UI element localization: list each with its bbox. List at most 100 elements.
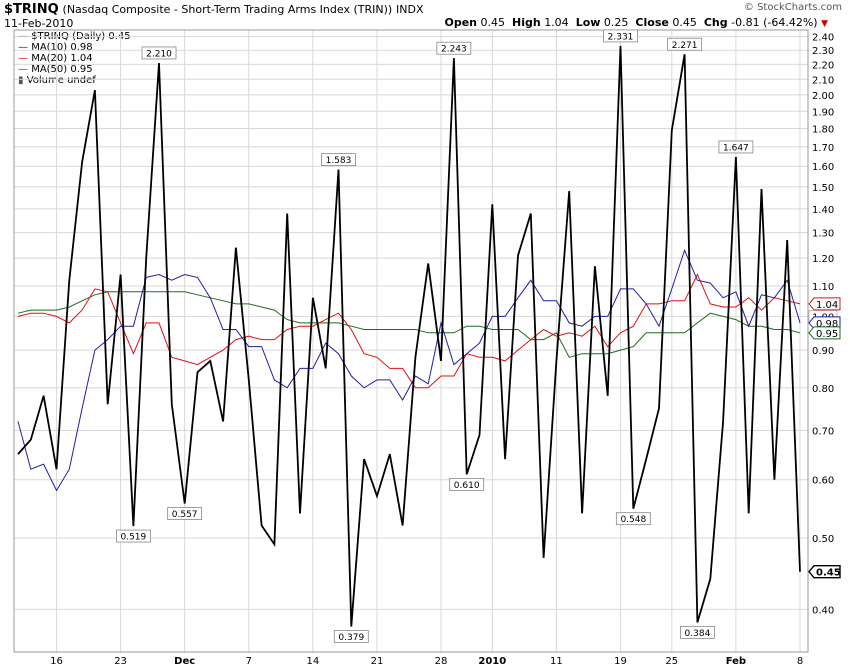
data-label: 0.379 [338,633,364,643]
legend-label: MA(20) 1.04 [31,53,93,64]
symbol-description: (Nasdaq Composite - Short-Term Trading A… [62,3,393,16]
data-label-box [615,512,651,526]
value-tag-label: 0.98 [816,319,838,330]
data-label-box [603,29,638,43]
ohlc-readout: Open 0.45 High 1.04 Low 0.25 Close 0.45 … [444,16,828,29]
last-value-tags: 1.001.040.980.950.45 [808,297,841,579]
legend-label: MA(10) 0.98 [31,42,93,53]
x-tick-label: 25 [665,656,678,667]
x-tick-label: 2010 [478,656,506,667]
legend-swatch-ma50: — [18,64,28,75]
x-tick-label: 11 [550,656,563,667]
plot-frame [13,29,809,653]
series-line-2 [17,273,801,389]
legend-swatch-ma10: — [18,42,28,53]
data-label-box [449,478,485,491]
value-tag-box [808,326,841,340]
legend-label: MA(50) 0.95 [31,64,93,75]
x-tick-label: 16 [50,656,63,667]
series-line-1 [17,248,801,492]
data-label: 1.583 [326,156,352,166]
grid [14,30,808,652]
chart-date: 11-Feb-2010 [4,17,74,30]
data-label-box [167,507,203,520]
x-tick-label: 8 [797,656,803,667]
high-label: High [512,16,541,29]
series-lines [17,45,801,627]
x-tick-label: 21 [371,656,384,667]
legend-item-ma10: — MA(10) 0.98 [18,42,131,53]
y-tick-label: 1.20 [812,254,834,265]
data-label-box [321,153,356,167]
value-tag-label: 1.04 [816,300,838,311]
legend-item-volume: ▮ Volume undef [18,75,131,86]
data-label-box [680,625,715,639]
high-value: 1.04 [544,16,569,29]
y-tick-label: 1.10 [812,282,834,293]
value-tag-box [808,297,841,311]
y-tick-label: 2.20 [812,60,834,71]
annotations: 0.519 2.210 0.557 1.583 0.379 2.243 0.610 2.331… [115,29,754,643]
open-value: 0.45 [480,16,506,29]
data-label-box [436,41,472,55]
legend-item-ma20: — MA(20) 1.04 [18,53,131,64]
data-label: 1.647 [723,143,749,153]
data-label: 0.557 [172,510,198,520]
y-tick-label: 1.30 [812,229,834,240]
x-tick-label: 14 [306,656,319,667]
y-tick-label: 0.50 [812,534,834,545]
data-label-box [718,140,754,154]
y-tick-label: 0.70 [812,426,834,437]
y-tick-label: 1.90 [812,107,834,118]
data-label: 2.210 [146,49,172,59]
y-tick-label: 0.60 [812,476,834,487]
x-tick-label: Feb [726,656,746,667]
y-axis: 0.400.500.600.700.800.901.001.101.201.30… [812,33,834,617]
y-tick-label: 1.40 [812,205,834,216]
y-tick-label: 2.00 [812,91,834,102]
low-value: 0.25 [603,16,629,29]
value-tag-label: 0.95 [816,329,838,340]
data-label-box [667,37,703,51]
symbol: $TRINQ [4,2,59,17]
value-tag-box [808,564,841,579]
x-tick-label: 23 [114,656,127,667]
open-label: Open [444,16,477,29]
data-label: 0.519 [120,533,146,543]
series-line-0 [17,45,801,627]
low-label: Low [575,16,601,29]
y-tick-label: 2.10 [812,75,834,86]
y-tick-label: 0.90 [812,346,834,357]
x-tick-label: 19 [614,656,627,667]
legend-swatch-ma20: — [18,53,28,64]
y-tick-label: 1.60 [812,162,834,173]
data-label: 2.331 [608,32,634,42]
volume-bars-icon: ▮ [18,75,24,86]
y-tick-label: 1.80 [812,125,834,136]
y-tick-label: 1.50 [812,183,834,194]
data-label-box [141,46,177,60]
data-label-box [333,630,369,643]
data-label: 0.384 [685,629,711,639]
data-label: 2.243 [441,45,467,55]
legend-item-ma50: — MA(50) 0.95 [18,64,131,75]
legend-label: Volume undef [26,75,96,86]
y-tick-label: 0.80 [812,384,834,395]
chart-title: $TRINQ (Nasdaq Composite - Short-Term Tr… [4,2,423,17]
data-label-box [115,529,151,543]
close-value: 0.45 [672,16,697,29]
value-tag-label: 0.45 [816,568,841,579]
down-triangle-icon: ▼ [821,19,828,29]
y-tick-label: 2.40 [812,33,834,44]
chg-value: -0.81 (-64.42%) [731,16,818,29]
x-tick-label: 7 [246,656,252,667]
series-line-3 [17,291,801,358]
x-tick-label: 28 [435,656,448,667]
y-tick-label: 1.70 [812,143,834,154]
close-label: Close [635,16,669,29]
brand-label: © StockCharts.com [743,2,842,13]
exchange: INDX [396,3,424,16]
data-label: 2.271 [672,41,698,51]
y-tick-label: 2.30 [812,46,834,57]
